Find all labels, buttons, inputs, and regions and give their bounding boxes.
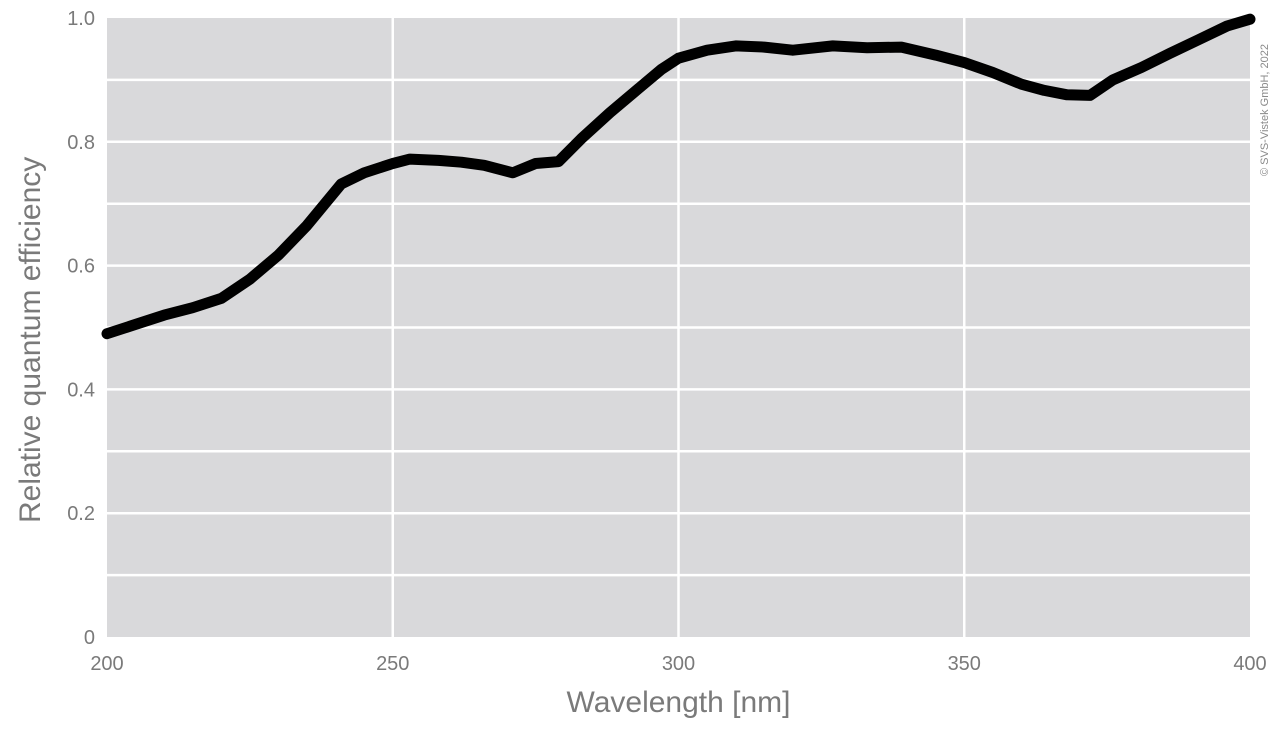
- y-tick-label: 0.6: [67, 256, 95, 278]
- x-tick-label: 250: [376, 653, 409, 675]
- x-tick-label: 200: [90, 653, 123, 675]
- tick-labels: 200 250 300 350 400 0 0.2 0.4 0.6 0.8 1.0: [67, 8, 1267, 675]
- y-tick-label: 0.2: [67, 503, 95, 525]
- x-tick-label: 300: [662, 653, 695, 675]
- series-line: [101, 13, 1256, 340]
- y-tick-label: 0.8: [67, 132, 95, 154]
- y-tick-label: 0.4: [67, 379, 95, 401]
- grid: [107, 18, 1250, 637]
- y-tick-label: 0: [84, 627, 95, 649]
- x-tick-label: 400: [1233, 653, 1266, 675]
- copyright-annotation: © SVS-Vistek GmbH, 2022: [1259, 44, 1271, 176]
- x-tick-label: 350: [948, 653, 981, 675]
- y-tick-label: 1.0: [67, 8, 95, 30]
- x-axis-label: Wavelength [nm]: [567, 686, 791, 719]
- y-axis-label: Relative quantum efficiency: [14, 157, 47, 523]
